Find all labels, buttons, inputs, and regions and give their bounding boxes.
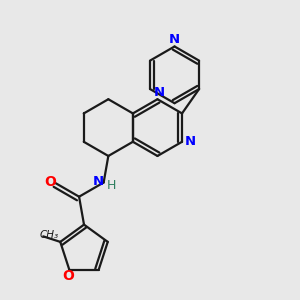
Text: CH₃: CH₃ [40, 230, 59, 240]
Text: N: N [184, 135, 196, 148]
Text: O: O [62, 269, 74, 284]
Text: O: O [44, 175, 56, 189]
Text: N: N [153, 86, 164, 99]
Text: H: H [106, 179, 116, 192]
Text: N: N [93, 175, 104, 188]
Text: N: N [169, 33, 180, 46]
